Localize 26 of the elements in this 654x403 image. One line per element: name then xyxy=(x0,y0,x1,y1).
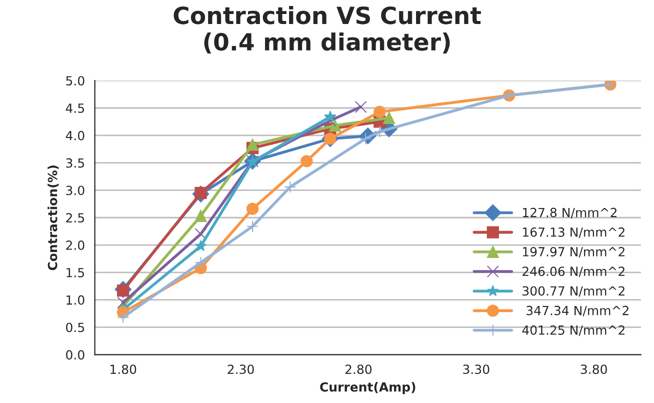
y-tick-label: 4.0 xyxy=(66,130,84,140)
legend-label: 401.25 N/mm^2 xyxy=(522,325,624,336)
y-tick-label: 0.5 xyxy=(66,322,84,332)
y-tick-label: 3.5 xyxy=(66,158,84,168)
x-axis-title: Current(Amp) xyxy=(320,382,416,394)
y-tick-label: 5.0 xyxy=(66,76,84,86)
y-tick-label: 0.0 xyxy=(66,350,84,360)
legend-label: 246.06 N/mm^2 xyxy=(522,266,624,278)
y-axis-title: Contraction(%) xyxy=(48,166,59,270)
y-tick-label: 2.0 xyxy=(66,240,84,250)
legend-label: 167.13 N/mm^2 xyxy=(523,227,624,238)
legend-label: 300.77 N/mm^2 xyxy=(522,286,624,297)
y-tick-label: 1.5 xyxy=(66,268,84,278)
chart-title: Contraction VS Current (0.4 mm diameter) xyxy=(174,6,481,54)
x-tick-label: 2.80 xyxy=(345,364,372,374)
y-tick-label: 4.5 xyxy=(66,104,84,113)
x-tick-label: 3.30 xyxy=(463,364,490,374)
x-tick-label: 3.80 xyxy=(580,364,607,374)
x-tick-label: 2.30 xyxy=(228,364,254,374)
x-tick-label: 1.80 xyxy=(110,364,136,374)
y-tick-label: 2.5 xyxy=(66,213,84,223)
y-tick-label: 3.0 xyxy=(66,186,84,196)
y-tick-label: 1.0 xyxy=(66,295,84,305)
legend-label: 197.97 N/mm^2 xyxy=(523,247,624,258)
legend-label: 127.8 N/mm^2 xyxy=(523,208,616,218)
legend-label: 347.34 N/mm^2 xyxy=(526,306,628,316)
